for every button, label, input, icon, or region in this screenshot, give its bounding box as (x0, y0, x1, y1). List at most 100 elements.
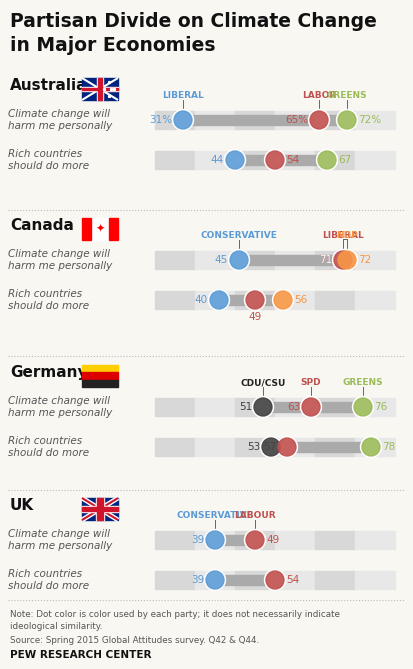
Bar (195, 151, 235, 169)
Circle shape (353, 397, 373, 417)
Bar (315, 531, 355, 549)
Circle shape (274, 291, 292, 309)
Circle shape (309, 110, 330, 130)
Circle shape (334, 251, 352, 269)
Bar (183, 115, 347, 125)
Circle shape (361, 436, 382, 458)
Circle shape (204, 569, 225, 591)
Bar (195, 251, 235, 269)
Text: 63: 63 (287, 402, 300, 412)
Bar (275, 531, 315, 549)
Text: Rich countries
should do more: Rich countries should do more (8, 569, 89, 591)
Bar (82, 508, 118, 510)
Circle shape (244, 290, 266, 310)
Text: 54: 54 (286, 575, 299, 585)
Circle shape (209, 290, 230, 310)
Circle shape (228, 250, 249, 270)
Circle shape (264, 569, 285, 591)
Text: Source: Spring 2015 Global Attitudes survey. Q42 & Q44.: Source: Spring 2015 Global Attitudes sur… (10, 636, 259, 645)
Bar (235, 111, 275, 129)
Circle shape (204, 529, 225, 551)
Bar (315, 571, 355, 589)
Circle shape (266, 571, 284, 589)
Text: LABOR: LABOR (302, 91, 336, 100)
Bar (275, 151, 315, 169)
Bar (82, 88, 118, 90)
Bar (96, 498, 104, 520)
Text: Climate change will
harm me personally: Climate change will harm me personally (8, 249, 112, 271)
Text: 78: 78 (382, 442, 395, 452)
Circle shape (246, 531, 264, 549)
Text: GREENS: GREENS (327, 91, 367, 100)
Bar (97, 498, 102, 520)
Text: Rich countries
should do more: Rich countries should do more (8, 436, 89, 458)
FancyBboxPatch shape (82, 78, 118, 100)
Bar (82, 87, 118, 91)
Circle shape (206, 531, 224, 549)
Circle shape (252, 397, 273, 417)
Bar (235, 571, 275, 589)
Circle shape (337, 250, 358, 270)
Bar (215, 575, 275, 585)
Text: Climate change will
harm me personally: Climate change will harm me personally (8, 109, 112, 131)
Bar (82, 365, 118, 373)
Circle shape (273, 290, 294, 310)
Bar (195, 291, 235, 309)
Bar (315, 111, 355, 129)
Text: 67: 67 (338, 155, 351, 165)
Bar (355, 398, 395, 416)
Bar (235, 251, 275, 269)
Text: 44: 44 (211, 155, 224, 165)
Bar (82, 218, 118, 240)
Bar (82, 498, 118, 520)
Bar (155, 111, 195, 129)
Bar (155, 151, 195, 169)
Text: 40: 40 (195, 295, 208, 305)
Circle shape (261, 436, 282, 458)
Circle shape (266, 151, 284, 169)
Text: 39: 39 (191, 535, 204, 545)
Text: LIBERAL: LIBERAL (322, 231, 364, 240)
Text: SPD: SPD (301, 378, 321, 387)
Bar (275, 251, 315, 269)
Bar (219, 295, 283, 305)
Circle shape (226, 151, 244, 169)
Bar (155, 531, 195, 549)
Circle shape (338, 111, 356, 129)
Circle shape (354, 398, 372, 416)
Bar (98, 78, 102, 100)
Bar (195, 398, 235, 416)
Circle shape (230, 251, 248, 269)
Bar (235, 151, 275, 169)
Text: 71: 71 (319, 255, 332, 265)
Text: Germany: Germany (10, 365, 88, 380)
Text: Climate change will
harm me personally: Climate change will harm me personally (8, 396, 112, 418)
Bar (315, 251, 355, 269)
Circle shape (276, 436, 297, 458)
Circle shape (225, 149, 245, 171)
Bar (97, 78, 103, 100)
Circle shape (337, 110, 358, 130)
Text: 51: 51 (239, 402, 252, 412)
Circle shape (318, 151, 336, 169)
Text: PEW RESEARCH CENTER: PEW RESEARCH CENTER (10, 650, 152, 660)
Bar (195, 571, 235, 589)
Text: NDP: NDP (336, 231, 358, 240)
Bar (235, 291, 275, 309)
Text: Partisan Divide on Climate Change
in Major Economies: Partisan Divide on Climate Change in Maj… (10, 12, 377, 56)
Bar (315, 398, 355, 416)
Text: 56: 56 (294, 295, 307, 305)
Text: 45: 45 (215, 255, 228, 265)
Text: 49: 49 (248, 312, 261, 322)
Text: ✦: ✦ (95, 224, 104, 234)
Circle shape (264, 149, 285, 171)
Circle shape (362, 438, 380, 456)
Bar (82, 373, 118, 380)
Text: Australia: Australia (10, 78, 88, 93)
Bar (355, 438, 395, 456)
Bar (315, 291, 355, 309)
Text: LABOUR: LABOUR (234, 511, 276, 520)
Bar (155, 398, 195, 416)
Bar (271, 442, 371, 452)
Text: LIBERAL: LIBERAL (162, 91, 204, 100)
